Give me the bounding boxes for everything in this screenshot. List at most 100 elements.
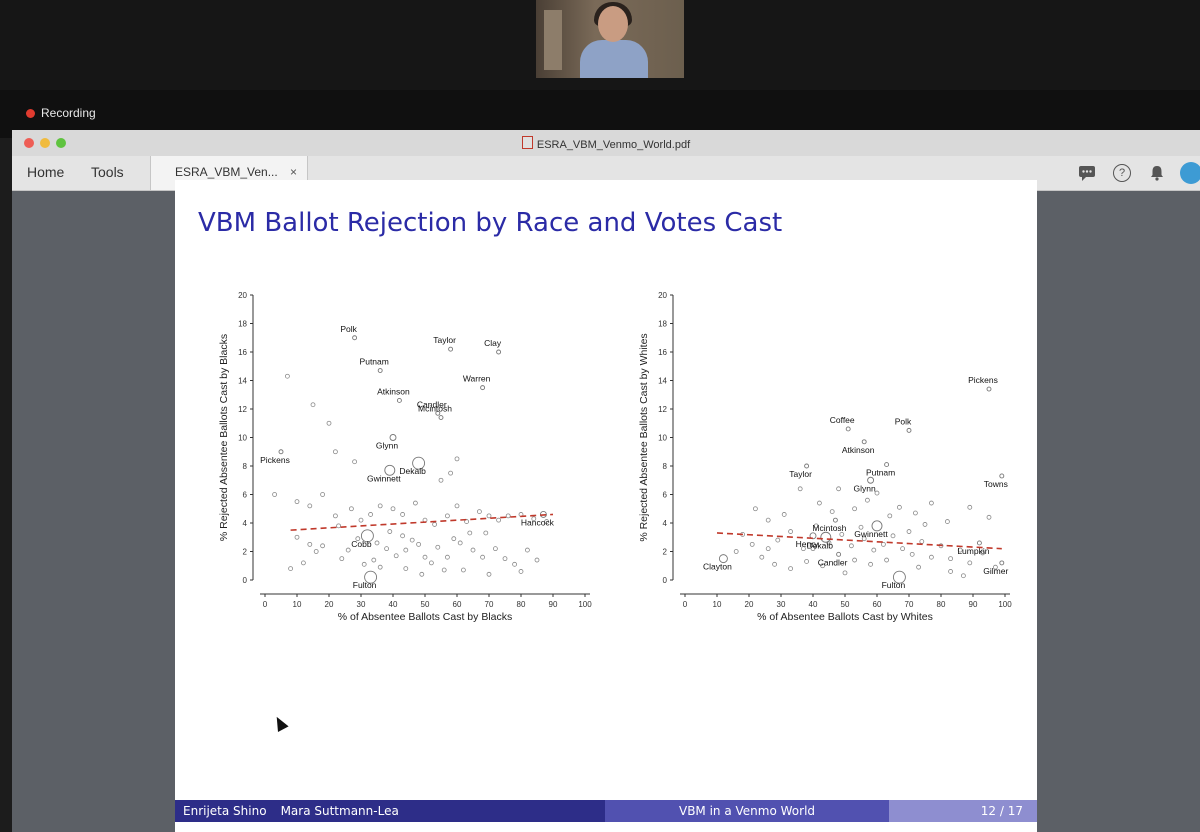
labeled-point [384, 464, 396, 476]
scatter-point [486, 571, 492, 577]
y-tick-label: 8 [663, 462, 668, 471]
scatter-point [467, 530, 473, 536]
scatter-point [320, 543, 326, 549]
y-tick-label: 2 [663, 548, 668, 557]
point-label: Putnam [360, 357, 389, 367]
scatter-point [451, 536, 457, 542]
scatter-point [416, 541, 422, 547]
scatter-point [441, 567, 447, 573]
point-label: Glynn [376, 441, 398, 451]
y-tick-label: 6 [663, 491, 668, 500]
scatter-point [900, 546, 906, 552]
scatter-point [409, 537, 415, 543]
maximize-window-button[interactable] [56, 138, 66, 148]
scatter-point [781, 512, 787, 517]
scatter-point [752, 506, 758, 512]
scatter-point [387, 529, 393, 534]
point-label: Lumpkin [957, 546, 989, 556]
comment-icon[interactable] [1078, 164, 1096, 182]
scatter-point [868, 561, 874, 567]
minimize-window-button[interactable] [40, 138, 50, 148]
close-window-button[interactable] [24, 138, 34, 148]
participant-video[interactable] [536, 0, 684, 78]
y-tick-label: 8 [243, 462, 248, 471]
scatter-point [948, 569, 954, 574]
bell-icon[interactable] [1148, 164, 1166, 182]
scatter-point [852, 506, 858, 512]
document-title: ESRA_VBM_Venmo_World.pdf [12, 136, 1200, 151]
scatter-point [454, 456, 460, 462]
labeled-point [986, 386, 992, 392]
menu-tools[interactable]: Tools [91, 164, 124, 180]
scatter-point [348, 506, 354, 512]
labeled-point [364, 570, 378, 584]
labeled-point [836, 551, 842, 557]
x-tick-label: 0 [263, 600, 268, 609]
scatter-point [909, 551, 915, 557]
scatter-point [980, 550, 986, 556]
scatter-point [916, 564, 922, 570]
labeled-point [845, 426, 851, 432]
pdf-slide-page: VBM Ballot Rejection by Race and Votes C… [175, 180, 1037, 832]
scatter-point [432, 522, 438, 527]
y-tick-label: 20 [658, 291, 667, 300]
x-tick-label: 50 [841, 600, 850, 609]
point-label: Gwinnett [854, 529, 888, 539]
y-tick-label: 12 [238, 405, 247, 414]
y-tick-label: 14 [658, 377, 667, 386]
scatter-point [524, 547, 530, 553]
scatter-point [294, 534, 300, 540]
labeled-point [360, 529, 374, 543]
menu-home[interactable]: Home [27, 164, 65, 180]
help-icon[interactable]: ? [1113, 164, 1131, 182]
labeled-point [718, 554, 728, 564]
scatter-point [412, 500, 418, 506]
scatter-point [352, 459, 358, 465]
avatar[interactable] [1180, 162, 1200, 184]
scatter-point [788, 529, 794, 534]
window-titlebar: ESRA_VBM_Venmo_World.pdf [12, 130, 1200, 157]
slide-footer: Enrijeta Shino Mara Suttmann-Lea VBM in … [175, 800, 1037, 822]
point-label: Putnam [866, 468, 895, 478]
scatter-point [919, 539, 925, 544]
scatter-point [848, 543, 854, 549]
scatter-point [358, 517, 364, 523]
tab-close-icon[interactable]: × [289, 165, 297, 179]
scatter-point [820, 563, 826, 569]
x-tick-label: 40 [809, 600, 818, 609]
scatter-point [928, 500, 934, 506]
scatter-point [310, 402, 316, 408]
scatter-point [804, 559, 810, 564]
labeled-point [832, 517, 838, 523]
point-label: Dekalb [399, 466, 426, 476]
scatter-point [444, 513, 450, 519]
scatter-chart-blacks: 0 2 4 6 8 10 12 14 16 18 20 0 10 20 30 40 50 60 70 80 90 100%… [218, 291, 592, 623]
recording-indicator[interactable]: Recording [26, 106, 96, 120]
scatter-point [300, 560, 306, 566]
scatter-point [448, 470, 454, 476]
scatter-point [428, 560, 434, 566]
point-label: Towns [984, 479, 1008, 489]
y-tick-label: 18 [238, 320, 247, 329]
x-tick-label: 90 [549, 600, 558, 609]
scatter-point [534, 557, 540, 563]
slide-title: VBM Ballot Rejection by Race and Votes C… [198, 208, 783, 238]
scatter-point [986, 514, 992, 520]
x-tick-label: 10 [713, 600, 722, 609]
labeled-point [352, 335, 358, 341]
labeled-point [435, 410, 441, 416]
labeled-point [820, 531, 832, 543]
y-tick-label: 4 [243, 519, 248, 528]
video-person-face [598, 6, 628, 42]
scatter-point [836, 486, 842, 492]
scatter-point [336, 523, 342, 529]
video-shelf [544, 10, 562, 70]
scatter-point [368, 512, 374, 517]
video-person-body [580, 40, 648, 78]
y-tick-label: 16 [238, 348, 247, 357]
y-tick-label: 12 [658, 405, 667, 414]
scatter-point [480, 554, 486, 560]
labeled-point [804, 463, 810, 469]
scatter-point [419, 571, 425, 577]
point-label: Henry [796, 539, 819, 549]
